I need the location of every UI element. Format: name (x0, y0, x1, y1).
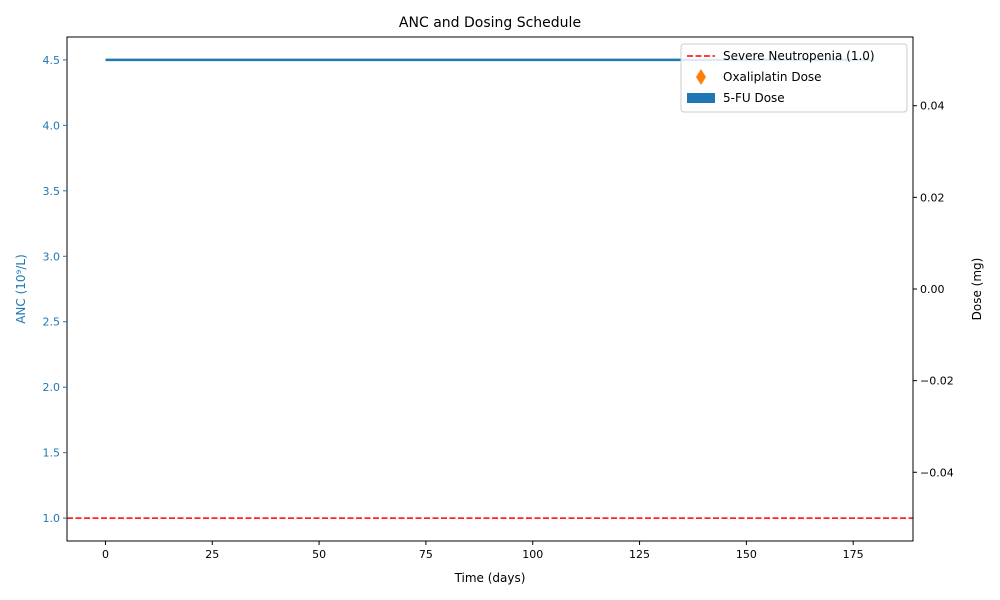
y-right-tick-label: 0.00 (920, 283, 945, 296)
y-axis-right-label: Dose (mg) (970, 258, 984, 321)
y-right-tick-label: 0.04 (920, 100, 945, 113)
y-right-tick-label: −0.02 (920, 375, 954, 388)
legend-box (680, 43, 908, 113)
y-left-tick-label: 1.5 (43, 447, 61, 460)
y-left-tick-label: 4.5 (43, 54, 61, 67)
x-tick-label: 150 (736, 548, 757, 561)
x-tick-label: 0 (102, 548, 109, 561)
y-left-tick-label: 4.0 (43, 119, 61, 132)
y-right-tick-label: 0.02 (920, 191, 945, 204)
legend: Severe Neutropenia (1.0) Oxaliplatin Dose… (680, 43, 908, 113)
chart-title: ANC and Dosing Schedule (399, 15, 581, 31)
x-tick-label: 75 (419, 548, 433, 561)
x-tick-label: 100 (522, 548, 543, 561)
y-left-tick-label: 3.5 (43, 185, 61, 198)
y-left-tick-label: 1.0 (43, 512, 61, 525)
x-axis-label: Time (days) (454, 571, 526, 585)
x-tick-label: 125 (629, 548, 650, 561)
y-axis-left-label: ANC (10⁹/L) (14, 254, 28, 324)
legend-entry-label: Severe Neutropenia (1.0) (723, 49, 875, 63)
legend-entry-label: Oxaliplatin Dose (723, 70, 822, 84)
y-left-tick-label: 2.5 (43, 316, 61, 329)
legend-swatch-bar (687, 93, 715, 103)
legend-entry-label: 5-FU Dose (723, 91, 785, 105)
x-tick-label: 175 (843, 548, 864, 561)
y-left-tick-label: 2.0 (43, 381, 61, 394)
plot-area: 0 25 50 75 100 125 150 175 1.0 1.5 2.0 2.5 3.0 3.5 4.0… (43, 36, 954, 561)
x-tick-label: 25 (205, 548, 219, 561)
y-left-tick-label: 3.0 (43, 250, 61, 263)
y-right-tick-label: −0.04 (920, 466, 954, 479)
legend-swatch-diamond-icon (696, 69, 706, 85)
x-tick-label: 50 (312, 548, 326, 561)
